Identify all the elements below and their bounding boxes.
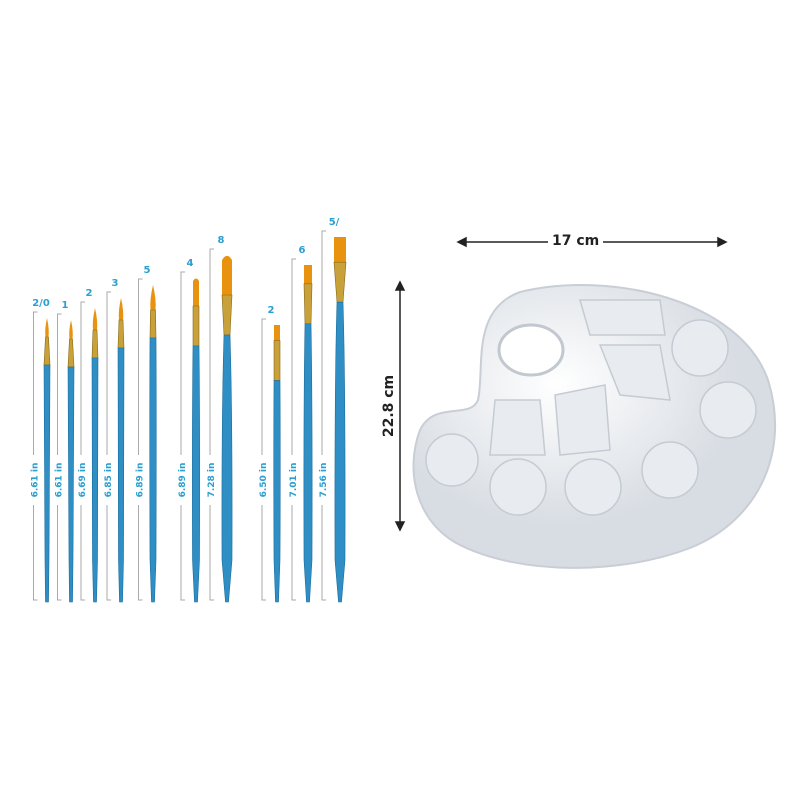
bristles	[150, 285, 156, 310]
brush-size-label: 3	[112, 278, 119, 289]
brush-round: 3 6.85 in	[104, 278, 125, 603]
category-flat: FLAT	[284, 200, 333, 220]
brushes-illustration: 2/0 6.61 in 1 6.61 in 2 6.69 in 3 6.85 in 5 6.89 …	[31, 217, 347, 603]
brush-filbert: 4 6.89 in	[178, 258, 200, 603]
length-bracket	[138, 278, 143, 601]
thumb-hole	[497, 323, 565, 377]
brush-flat: 5/7.56 in	[319, 217, 347, 603]
length-bracket	[106, 291, 111, 601]
handle	[273, 380, 281, 603]
handle	[149, 337, 157, 603]
label-bg	[291, 455, 301, 505]
brush-round: 2 6.69 in	[78, 288, 99, 603]
brush-size-label: 4	[187, 258, 194, 269]
bristles	[193, 278, 199, 306]
label-bg	[209, 455, 219, 505]
length-bracket	[209, 248, 214, 601]
brush-size-label: 2	[86, 288, 93, 299]
brush-length-label: 6.61 in	[31, 463, 41, 498]
brush-size-label: 5/	[329, 217, 340, 228]
brush-size-label: 1	[62, 300, 69, 311]
label-bg	[137, 455, 148, 505]
brush-length-label: 6.89 in	[136, 463, 146, 498]
handle	[192, 345, 200, 603]
bristles	[304, 265, 312, 284]
label-bg	[180, 455, 190, 505]
bristles	[69, 320, 73, 339]
brush-length-label: 6.85 in	[104, 463, 114, 498]
label-bg	[106, 455, 116, 505]
bristles	[45, 318, 49, 337]
length-bracket	[180, 271, 185, 601]
handle	[43, 364, 51, 603]
palette-height-label: 22.8 cm	[381, 370, 398, 442]
bristles	[334, 237, 346, 263]
brush-length-label: 6.89 in	[178, 463, 188, 498]
brush-size-label: 6	[299, 245, 306, 256]
brush-length-label: 6.50 in	[259, 463, 269, 498]
category-filbert: FILBERT	[172, 200, 253, 220]
brush-length-label: 6.69 in	[78, 463, 88, 498]
handle	[117, 347, 125, 603]
brush-size-label: 2	[268, 305, 275, 316]
brush-round: 5 6.89 in	[136, 265, 157, 603]
brush-round: 2/0 6.61 in	[31, 298, 51, 603]
bristles	[222, 255, 232, 295]
label-bg	[321, 455, 331, 505]
palette-width-label: 17 cm	[548, 233, 604, 249]
brush-size-label: 5	[144, 265, 151, 276]
label-bg	[56, 455, 67, 505]
handle	[221, 334, 233, 603]
brush-filbert: 8 7.28 in	[207, 235, 233, 603]
label-bg	[261, 455, 271, 505]
label-bg	[32, 455, 43, 505]
brush-length-label: 7.01 in	[289, 463, 299, 498]
length-bracket	[291, 258, 296, 601]
brush-size-label: 8	[218, 235, 225, 246]
handle	[334, 301, 346, 603]
bristles	[92, 308, 98, 330]
category-round: ROUND	[60, 200, 133, 220]
bristles	[118, 298, 124, 320]
label-bg	[80, 455, 90, 505]
brush-flat: 2 6.50 in	[259, 305, 281, 603]
brush-size-label: 2/0	[32, 298, 50, 309]
brush-round: 1 6.61 in	[55, 300, 75, 603]
handle	[67, 366, 75, 603]
brush-length-label: 7.56 in	[319, 463, 329, 498]
bristles	[274, 325, 280, 341]
length-bracket	[80, 301, 85, 601]
brush-length-label: 7.28 in	[207, 463, 217, 498]
handle	[91, 357, 99, 603]
handle	[303, 323, 313, 603]
brush-length-label: 6.61 in	[55, 463, 65, 498]
brush-flat: 6 7.01 in	[289, 245, 313, 603]
length-bracket	[321, 230, 326, 601]
